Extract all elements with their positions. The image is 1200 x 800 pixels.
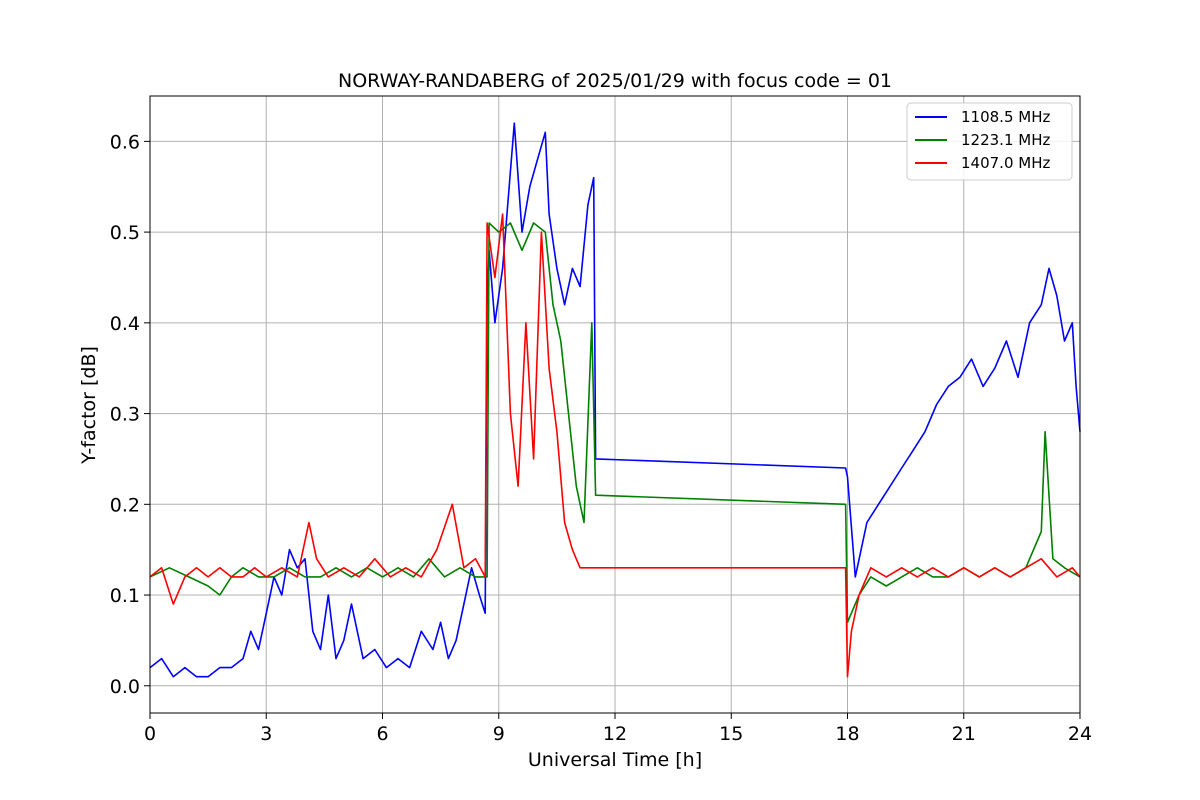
x-tick-label: 15 (719, 723, 743, 745)
legend-label-1407: 1407.0 MHz (961, 154, 1050, 172)
legend: 1108.5 MHz 1223.1 MHz 1407.0 MHz (906, 102, 1073, 181)
legend-label-1108: 1108.5 MHz (961, 108, 1050, 126)
y-axis-ticks: 0.0 0.1 0.2 0.3 0.4 0.5 0.6 (110, 131, 150, 698)
x-tick-label: 6 (376, 723, 388, 745)
y-tick-label: 0.0 (110, 676, 140, 698)
y-tick-label: 0.4 (110, 313, 140, 335)
x-axis-ticks: 0 3 6 9 12 15 18 21 24 (144, 713, 1092, 745)
y-tick-label: 0.5 (110, 222, 140, 244)
legend-label-1223: 1223.1 MHz (961, 131, 1050, 149)
chart-title: NORWAY-RANDABERG of 2025/01/29 with focu… (338, 70, 892, 92)
series-line-1 (149, 122, 1081, 678)
x-tick-label: 24 (1068, 723, 1092, 745)
x-tick-label: 12 (603, 723, 627, 745)
y-tick-label: 0.6 (110, 131, 140, 153)
x-tick-label: 0 (144, 723, 156, 745)
legend-box (906, 102, 1073, 181)
series-line-3 (149, 213, 1081, 678)
y-tick-label: 0.2 (110, 494, 140, 516)
x-tick-label: 3 (260, 723, 272, 745)
x-tick-label: 18 (835, 723, 859, 745)
x-tick-label: 21 (952, 723, 976, 745)
y-tick-label: 0.1 (110, 585, 140, 607)
y-tick-label: 0.3 (110, 404, 140, 426)
x-axis-label: Universal Time [h] (528, 749, 702, 771)
y-axis-label: Y-factor [dB] (78, 346, 100, 465)
x-tick-label: 9 (493, 723, 505, 745)
series-layer (149, 122, 1081, 678)
